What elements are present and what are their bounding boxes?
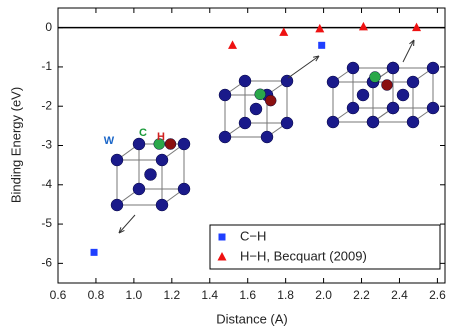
x-tick-label: 2.6 — [429, 288, 446, 302]
atom — [111, 199, 123, 211]
atom — [407, 116, 419, 128]
legend-marker — [219, 234, 226, 241]
data-point — [318, 42, 325, 49]
atom — [397, 89, 409, 101]
atom — [261, 131, 273, 143]
atom — [219, 131, 231, 143]
y-tick-label: -4 — [41, 177, 52, 191]
x-tick-label: 1.8 — [277, 288, 294, 302]
x-tick-label: 0.6 — [50, 288, 67, 302]
y-tick-label: -2 — [41, 98, 52, 112]
arrow — [403, 40, 414, 62]
x-tick-label: 2.2 — [353, 288, 370, 302]
data-point — [359, 22, 368, 31]
atom — [382, 80, 393, 91]
annotation: C — [139, 127, 147, 139]
atom — [145, 169, 157, 181]
atom — [111, 154, 123, 166]
legend-label: C−H — [240, 228, 266, 243]
atom — [239, 117, 251, 129]
y-tick-label: 0 — [45, 20, 52, 34]
atom — [370, 72, 381, 83]
atom — [239, 75, 251, 87]
atom — [387, 62, 399, 74]
atom — [327, 116, 339, 128]
atom — [407, 76, 419, 88]
x-axis-label: Distance (A) — [216, 311, 288, 326]
x-tick-label: 1.2 — [163, 288, 180, 302]
atom — [178, 138, 190, 150]
atom — [165, 139, 176, 150]
atom — [281, 117, 293, 129]
atom — [281, 75, 293, 87]
data-point — [228, 40, 237, 49]
atom — [178, 183, 190, 195]
y-axis-label: Binding Energy (eV) — [8, 87, 23, 203]
data-point — [91, 249, 98, 256]
y-tick-label: -1 — [41, 59, 52, 73]
atom — [219, 89, 231, 101]
atom — [387, 102, 399, 114]
x-tick-label: 2.4 — [391, 288, 408, 302]
chart: Distance (A) Binding Energy (eV) 0.6 0.8 1… — [0, 0, 449, 331]
x-tick-label: 0.8 — [88, 288, 105, 302]
y-tick-label: -6 — [41, 256, 52, 270]
atom — [156, 154, 168, 166]
annotation: W — [104, 135, 115, 147]
x-tick-label: 1.0 — [126, 288, 143, 302]
atom — [133, 138, 145, 150]
data-point — [279, 27, 288, 36]
atom — [427, 102, 439, 114]
annotation: H — [157, 131, 165, 143]
y-tick-label: -3 — [41, 138, 52, 152]
atom — [265, 95, 276, 106]
y-tick-label: -5 — [41, 216, 52, 230]
arrow — [288, 56, 319, 78]
atom — [357, 89, 369, 101]
atom — [367, 116, 379, 128]
x-tick-label: 1.4 — [201, 288, 218, 302]
x-tick-label: 1.6 — [239, 288, 256, 302]
atom — [347, 102, 359, 114]
atom — [327, 76, 339, 88]
x-tick-label: 2.0 — [315, 288, 332, 302]
atom — [347, 62, 359, 74]
legend-label: H−H, Becquart (2009) — [240, 248, 367, 263]
atom — [427, 62, 439, 74]
arrow — [119, 215, 135, 233]
atom — [250, 103, 262, 115]
atom — [133, 183, 145, 195]
atom — [255, 89, 266, 100]
atom — [156, 199, 168, 211]
